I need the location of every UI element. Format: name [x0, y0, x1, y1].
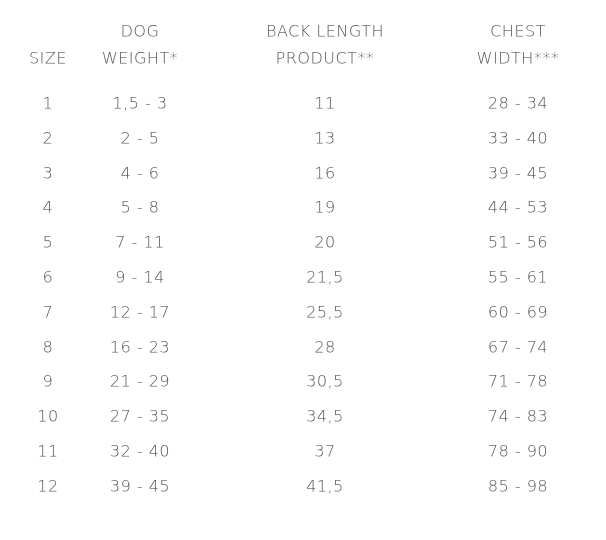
cell-dog-weight: 2 - 5 [120, 128, 160, 148]
cell-size: 2 [42, 128, 54, 148]
cell-back-length: 41,5 [306, 476, 344, 496]
cell-size: 4 [42, 197, 54, 217]
cell-dog-weight: 32 - 40 [109, 441, 171, 461]
cell-size: 8 [42, 337, 54, 357]
cell-chest-width: 51 - 56 [487, 232, 549, 252]
header-chest-width: WIDTH*** [476, 48, 560, 68]
cell-chest-width: 60 - 69 [487, 302, 549, 322]
cell-size: 1 [42, 93, 54, 113]
cell-chest-width: 44 - 53 [487, 197, 549, 217]
cell-chest-width: 33 - 40 [487, 128, 549, 148]
cell-chest-width: 71 - 78 [487, 371, 549, 391]
cell-dog-weight: 12 - 17 [109, 302, 171, 322]
cell-chest-width: 28 - 34 [487, 93, 549, 113]
cell-size: 11 [37, 441, 59, 461]
cell-back-length: 21,5 [306, 267, 344, 287]
header-back-length: BACK LENGTH [265, 21, 385, 41]
cell-dog-weight: 9 - 14 [115, 267, 165, 287]
cell-back-length: 37 [314, 441, 336, 461]
cell-size: 6 [42, 267, 54, 287]
cell-dog-weight: 1,5 - 3 [112, 93, 168, 113]
cell-chest-width: 39 - 45 [487, 163, 549, 183]
header-chest-width: CHEST [490, 21, 546, 41]
cell-size: 12 [37, 476, 59, 496]
cell-size: 3 [42, 163, 54, 183]
cell-size: 7 [42, 302, 54, 322]
cell-chest-width: 74 - 83 [487, 406, 549, 426]
cell-dog-weight: 21 - 29 [109, 371, 171, 391]
cell-back-length: 16 [314, 163, 336, 183]
cell-dog-weight: 39 - 45 [109, 476, 171, 496]
cell-back-length: 19 [314, 197, 336, 217]
cell-chest-width: 85 - 98 [487, 476, 549, 496]
cell-chest-width: 67 - 74 [487, 337, 549, 357]
cell-back-length: 28 [314, 337, 336, 357]
cell-dog-weight: 16 - 23 [109, 337, 171, 357]
cell-size: 5 [42, 232, 54, 252]
cell-back-length: 13 [314, 128, 336, 148]
cell-size: 10 [37, 406, 59, 426]
cell-chest-width: 78 - 90 [487, 441, 549, 461]
header-dog-weight: WEIGHT* [101, 48, 179, 68]
header-size: SIZE [29, 48, 67, 68]
cell-back-length: 20 [314, 232, 336, 252]
cell-back-length: 34,5 [306, 406, 344, 426]
cell-back-length: 30,5 [306, 371, 344, 391]
cell-dog-weight: 5 - 8 [120, 197, 160, 217]
header-dog-weight: DOG [120, 21, 160, 41]
cell-chest-width: 55 - 61 [487, 267, 549, 287]
cell-size: 9 [42, 371, 54, 391]
cell-dog-weight: 27 - 35 [109, 406, 171, 426]
cell-dog-weight: 7 - 11 [115, 232, 165, 252]
cell-dog-weight: 4 - 6 [120, 163, 160, 183]
cell-back-length: 25,5 [306, 302, 344, 322]
cell-back-length: 11 [314, 93, 336, 113]
header-back-length: PRODUCT** [275, 48, 375, 68]
